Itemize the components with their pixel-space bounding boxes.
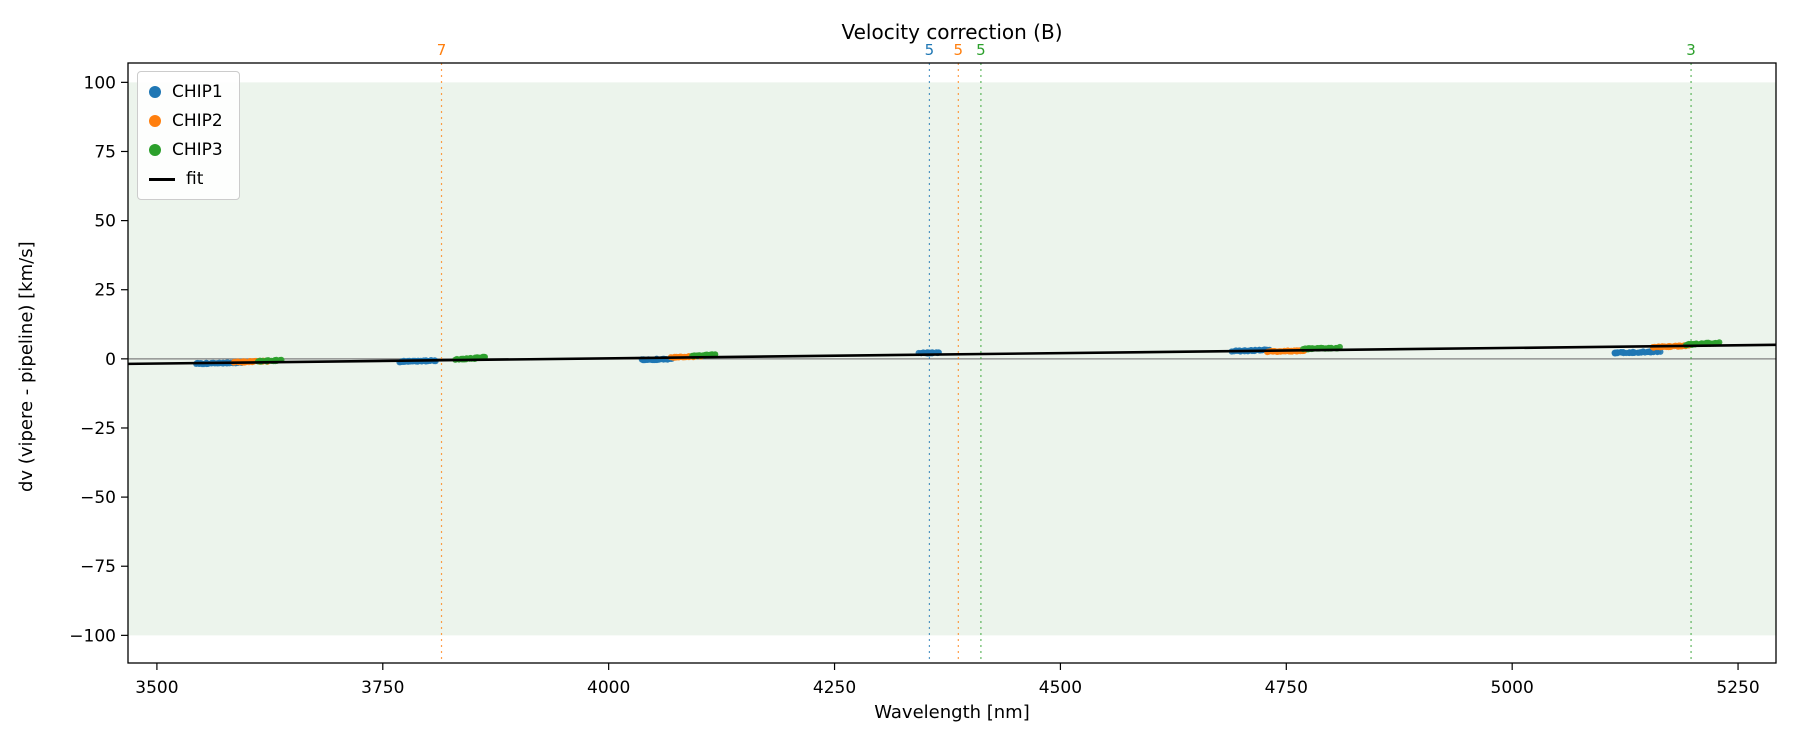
y-tick-label: 25 bbox=[94, 281, 116, 301]
y-tick-label: 0 bbox=[105, 350, 116, 370]
order-marker-count: 7 bbox=[437, 41, 447, 59]
plot-frame bbox=[127, 62, 1777, 664]
x-tick-label: 4000 bbox=[587, 678, 630, 698]
scatter-point-chip1 bbox=[1657, 348, 1664, 355]
y-tick-label: −25 bbox=[80, 419, 116, 439]
order-marker-count: 5 bbox=[976, 41, 986, 59]
legend-label-chip1: CHIP1 bbox=[172, 81, 223, 102]
chart-title: Velocity correction (B) bbox=[841, 20, 1063, 44]
order-marker-count: 3 bbox=[1686, 41, 1696, 59]
legend-item-chip2: CHIP2 bbox=[149, 110, 223, 132]
scatter-point-chip1 bbox=[1640, 348, 1647, 355]
scatter-point-chip3 bbox=[480, 353, 488, 360]
legend-label-chip3: CHIP3 bbox=[172, 139, 223, 160]
x-axis-label: Wavelength [nm] bbox=[874, 702, 1030, 723]
legend-item-chip1: CHIP1 bbox=[149, 81, 223, 103]
x-tick-label: 5250 bbox=[1716, 678, 1759, 698]
x-tick-label: 5000 bbox=[1491, 678, 1534, 698]
x-tick-label: 4750 bbox=[1265, 678, 1308, 698]
chip2-marker-swatch bbox=[149, 115, 161, 127]
y-tick-label: 75 bbox=[94, 142, 116, 162]
legend-item-fit: fit bbox=[149, 168, 223, 190]
x-tick-label: 3500 bbox=[135, 678, 178, 698]
y-tick-label: −100 bbox=[69, 626, 116, 646]
legend-label-fit: fit bbox=[186, 168, 204, 189]
legend-item-chip3: CHIP3 bbox=[149, 139, 223, 161]
legend-label-chip2: CHIP2 bbox=[172, 110, 223, 131]
order-marker-count: 5 bbox=[925, 41, 935, 59]
y-tick-label: 50 bbox=[94, 212, 116, 232]
scatter-point-chip3 bbox=[1336, 343, 1343, 351]
legend: CHIP1 CHIP2 CHIP3 fit bbox=[137, 71, 240, 200]
y-tick-label: 100 bbox=[84, 73, 116, 93]
y-tick-label: −75 bbox=[80, 557, 116, 577]
order-marker-count: 5 bbox=[954, 41, 964, 59]
x-tick-label: 4250 bbox=[813, 678, 856, 698]
chip3-marker-swatch bbox=[149, 144, 161, 156]
y-axis-label: dv (vipere - pipeline) [km/s] bbox=[16, 241, 37, 492]
chip1-marker-swatch bbox=[149, 86, 161, 98]
y-tick-label: −50 bbox=[80, 488, 116, 508]
x-tick-label: 3750 bbox=[361, 678, 404, 698]
fit-line bbox=[127, 343, 1777, 366]
scatter-point-chip3 bbox=[1716, 339, 1723, 346]
x-tick-label: 4500 bbox=[1039, 678, 1082, 698]
fit-line-swatch bbox=[149, 177, 175, 181]
